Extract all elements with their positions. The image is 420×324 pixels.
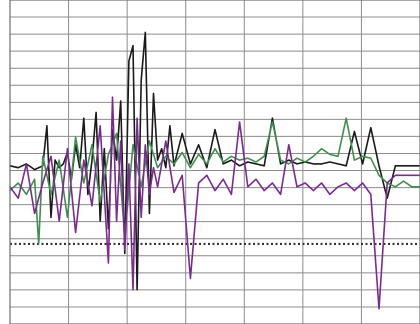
grid xyxy=(10,0,420,324)
series-line-3 xyxy=(9,96,420,310)
series-line-1 xyxy=(9,31,420,291)
series-line-2 xyxy=(9,117,420,245)
series-group xyxy=(9,31,420,310)
plot-frame xyxy=(9,0,420,324)
